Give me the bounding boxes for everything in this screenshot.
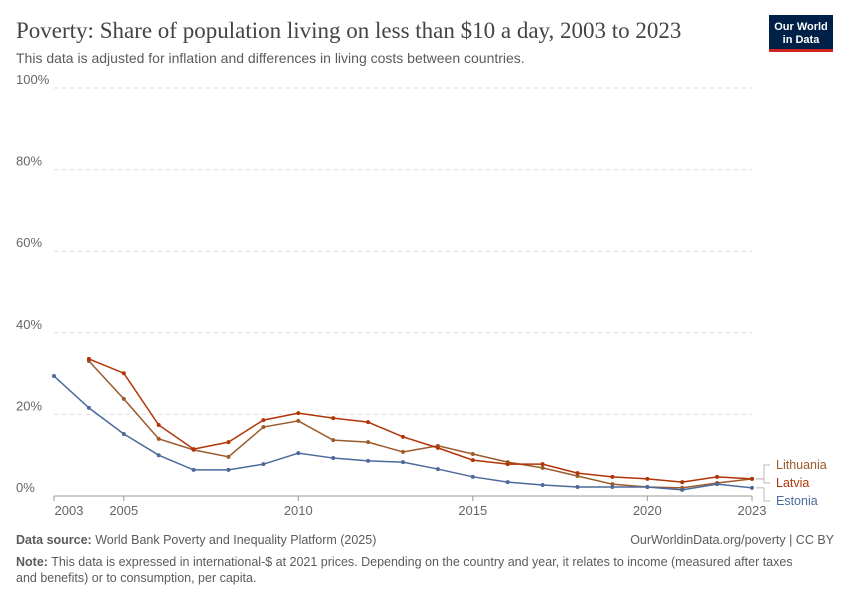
chart-subtitle: This data is adjusted for inflation and … — [16, 50, 525, 66]
legend-label: Lithuania — [776, 458, 827, 472]
point — [156, 436, 161, 441]
point — [121, 371, 126, 376]
point — [435, 467, 440, 472]
point — [715, 482, 720, 487]
logo-bar — [769, 49, 833, 52]
note-text: This data is expressed in international-… — [16, 555, 793, 585]
point — [540, 482, 545, 487]
logo — [769, 15, 833, 51]
point — [401, 460, 405, 465]
point — [261, 425, 266, 430]
legend-connector — [756, 487, 770, 502]
line — [88, 358, 753, 483]
point — [680, 487, 685, 492]
x-tick-label: 2010 — [284, 503, 313, 518]
point — [715, 474, 720, 479]
x-tick-label: 2005 — [109, 503, 138, 518]
point — [156, 453, 161, 458]
x-tick-label: 2003 — [55, 503, 84, 518]
legend-label: Latvia — [776, 476, 809, 490]
point — [645, 485, 650, 490]
point — [540, 462, 545, 467]
y-tick-label: 40% — [16, 317, 42, 332]
point — [296, 451, 301, 456]
point — [505, 462, 510, 467]
y-tick-label: 0% — [16, 480, 35, 495]
note: Note: This data is expressed in internat… — [16, 554, 816, 586]
point — [86, 356, 91, 361]
point — [331, 456, 336, 461]
logo-text: in Data — [783, 34, 821, 46]
point — [191, 447, 196, 452]
point — [540, 465, 545, 470]
point — [191, 467, 196, 472]
point — [121, 431, 126, 436]
source: Data source: World Bank Poverty and Ineq… — [16, 532, 834, 548]
point — [296, 418, 301, 423]
legend-label: Estonia — [776, 494, 818, 508]
y-tick-label: 100% — [16, 72, 50, 87]
chart-title: Poverty: Share of population living on l… — [16, 18, 681, 43]
x-tick-label: 2023 — [738, 503, 767, 518]
logo-text: Our World — [774, 21, 828, 33]
point — [226, 467, 231, 472]
point — [610, 474, 615, 479]
point — [121, 396, 126, 401]
point — [226, 440, 231, 445]
point — [575, 485, 580, 490]
point — [505, 480, 510, 485]
line — [88, 360, 753, 489]
point — [261, 418, 266, 423]
y-tick-label: 80% — [16, 154, 42, 169]
point — [750, 485, 754, 490]
point — [470, 474, 475, 479]
attribution: OurWorldinData.org/poverty | CC BY — [630, 533, 834, 547]
legend-connector — [756, 464, 770, 480]
source-text: World Bank Poverty and Inequality Platfo… — [95, 533, 377, 547]
point — [610, 485, 615, 490]
x-tick-label: 2020 — [633, 503, 662, 518]
point — [366, 458, 371, 463]
point — [470, 451, 475, 456]
line — [53, 375, 753, 491]
point — [226, 454, 231, 459]
point — [401, 434, 405, 439]
point — [156, 423, 161, 428]
point — [366, 420, 371, 425]
point — [296, 411, 301, 416]
point — [575, 471, 580, 476]
point — [470, 458, 475, 463]
y-tick-label: 20% — [16, 398, 42, 413]
point — [575, 474, 580, 479]
point — [331, 438, 336, 443]
x-tick-label: 2015 — [458, 503, 487, 518]
source-label: Data source: — [16, 533, 92, 547]
y-tick-label: 60% — [16, 235, 42, 250]
point — [645, 476, 650, 481]
point — [261, 462, 266, 467]
point — [366, 440, 371, 445]
legend-connector — [756, 478, 770, 484]
note-label: Note: — [16, 555, 48, 569]
point — [52, 374, 56, 379]
point — [331, 416, 336, 421]
point — [750, 476, 754, 481]
point — [610, 482, 615, 487]
point — [401, 449, 405, 454]
point — [435, 445, 440, 450]
point — [680, 480, 685, 485]
point — [86, 405, 91, 410]
